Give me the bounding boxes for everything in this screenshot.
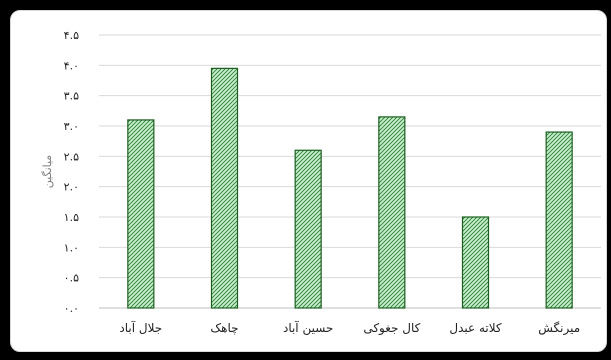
y-tick-label: ۴.۵ [64,29,79,42]
y-axis-title: میانگین [41,155,54,189]
bar-chart: ۰.۰ ۰.۵ ۱.۰ ۱.۵ ۲.۰ ۲.۵ ۳.۰ ۳.۵ ۴.۰ ۴.۵ جلال آباد چ… [41,29,601,336]
x-tick-label: چاهک [210,321,238,335]
bar [127,119,155,309]
y-tick-label: ۳.۰ [64,120,79,133]
bar [294,149,322,309]
x-tick-label: جلال آباد [119,320,162,335]
bars [127,67,573,309]
gridlines [99,34,601,279]
x-tick-label: کلاته عبدل [449,321,502,335]
y-tick-label: ۴.۰ [64,59,79,72]
bar [461,216,490,309]
x-tick-label: حسین آباد [283,320,333,336]
y-tick-label: ۱.۰ [64,241,79,254]
chart-panel: ۰.۰ ۰.۵ ۱.۰ ۱.۵ ۲.۰ ۲.۵ ۳.۰ ۳.۵ ۴.۰ ۴.۵ جلال آباد چ… [10,10,607,352]
y-tick-label: ۲.۰ [64,181,79,194]
bar [545,131,573,309]
y-tick-label: ۲.۵ [64,150,79,163]
y-tick-label: ۱.۵ [64,211,79,224]
bar [210,67,239,309]
y-tick-label: ۰.۵ [64,272,79,285]
x-tick-label: میرنگش [538,321,580,336]
y-tick-label: ۳.۵ [64,90,79,103]
labels: ۰.۰ ۰.۵ ۱.۰ ۱.۵ ۲.۰ ۲.۵ ۳.۰ ۳.۵ ۴.۰ ۴.۵ جلال آباد چ… [64,29,580,336]
y-tick-label: ۰.۰ [64,302,79,315]
bar [378,116,406,309]
x-tick-label: کال جغوکی [363,321,420,336]
